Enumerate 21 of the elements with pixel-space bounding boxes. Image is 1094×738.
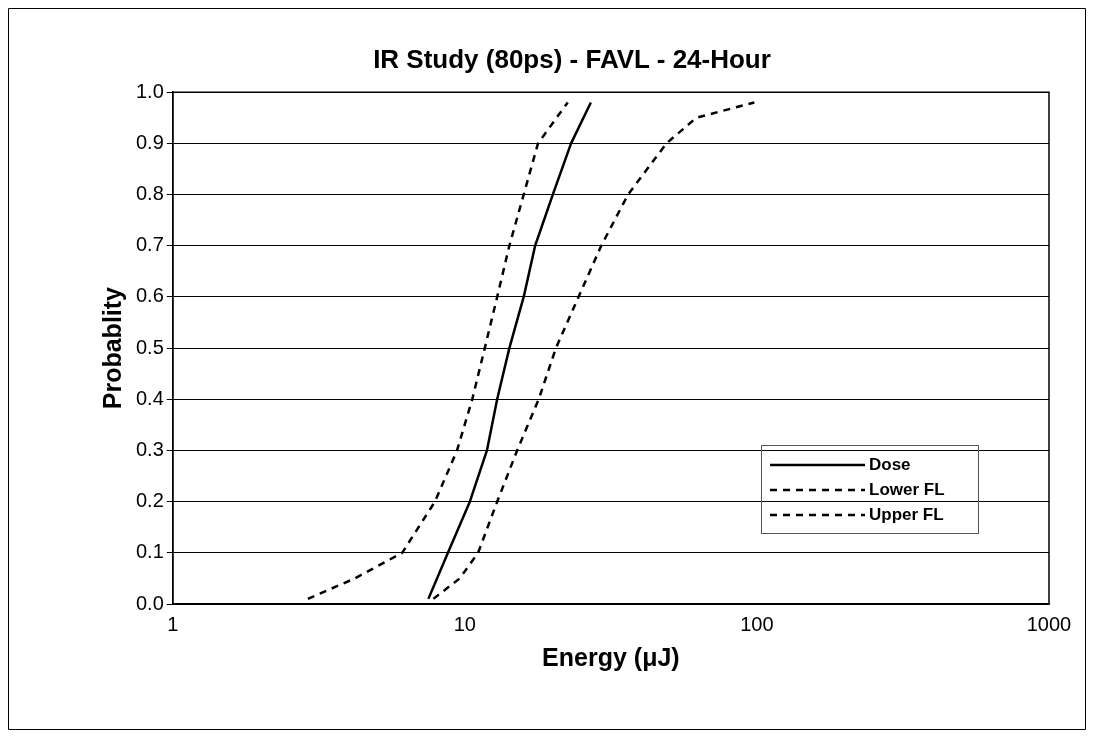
x-tick-label: 1	[167, 612, 179, 635]
y-tick-label: 0.5	[135, 335, 164, 358]
y-tick-label: 1.0	[135, 79, 164, 102]
y-tick-label: 0.8	[135, 182, 164, 205]
y-tick-label: 0.3	[135, 437, 164, 460]
x-tick-label: 1000	[1026, 612, 1072, 635]
x-tick-label: 100	[740, 612, 774, 635]
y-tick-label: 0.4	[135, 386, 164, 409]
y-tick-label: 0.2	[135, 489, 164, 512]
chart-title: IR Study (80ps) - FAVL - 24-Hour	[373, 43, 771, 74]
y-tick-label: 0.6	[135, 284, 164, 307]
y-tick-label: 0.7	[135, 233, 164, 256]
text: Upper FL	[869, 504, 944, 525]
y-tick-label: 0.0	[135, 591, 164, 614]
y-tick-label: 0.1	[135, 540, 164, 563]
text: Lower FL	[869, 479, 945, 500]
y-axis-title: Probablity	[97, 286, 126, 410]
y-tick-label: 0.9	[135, 130, 164, 153]
x-tick-label: 10	[453, 612, 476, 635]
text: Dose	[869, 454, 911, 475]
x-axis-title: Energy (μJ)	[542, 642, 680, 671]
